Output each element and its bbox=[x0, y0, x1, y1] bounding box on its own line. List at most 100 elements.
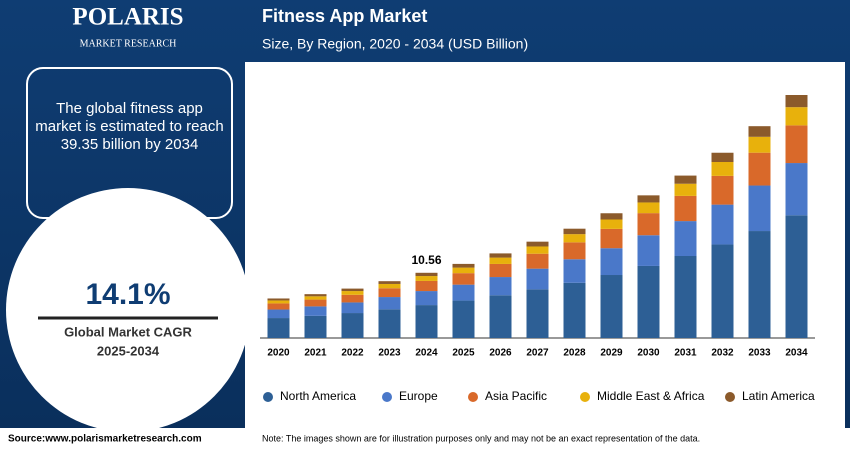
bar-segment bbox=[341, 288, 364, 292]
bar-segment bbox=[378, 297, 401, 310]
bar-segment bbox=[526, 241, 549, 247]
bar-segment bbox=[304, 294, 327, 297]
bar-segment bbox=[415, 291, 438, 306]
bar-segment bbox=[341, 291, 364, 295]
bar-segment bbox=[785, 95, 808, 108]
x-tick-label: 2031 bbox=[674, 348, 697, 359]
bar-segment bbox=[711, 244, 734, 338]
bar-segment bbox=[711, 162, 734, 176]
bar-segment bbox=[526, 246, 549, 254]
bar-segment bbox=[600, 228, 623, 249]
legend-marker bbox=[382, 392, 392, 402]
bar-segment bbox=[267, 303, 290, 310]
bar-segment bbox=[563, 282, 586, 338]
legend-marker bbox=[580, 392, 590, 402]
bar-segment bbox=[304, 315, 327, 338]
x-tick-label: 2025 bbox=[452, 348, 475, 359]
bar-segment bbox=[785, 215, 808, 338]
summary-wrap: The global fitness app market is estimat… bbox=[35, 100, 224, 153]
bar-segment bbox=[452, 273, 475, 285]
bar-segment bbox=[748, 185, 771, 232]
bar-segment bbox=[415, 272, 438, 277]
legend-label: North America bbox=[280, 389, 356, 403]
summary-text: The global fitness app market is estimat… bbox=[35, 100, 224, 153]
bar-segment bbox=[785, 107, 808, 126]
bar-segment bbox=[674, 195, 697, 222]
x-tick-label: 2021 bbox=[304, 348, 327, 359]
x-tick-label: 2026 bbox=[489, 348, 512, 359]
bar-segment bbox=[600, 248, 623, 276]
bar-segment bbox=[489, 253, 512, 258]
note: Note: The images shown are for illustrat… bbox=[262, 433, 700, 443]
chart-title: Fitness App Market bbox=[262, 6, 427, 26]
bar-segment bbox=[674, 183, 697, 196]
x-tick-label: 2032 bbox=[711, 348, 734, 359]
bar-segment bbox=[415, 305, 438, 338]
bar-segment bbox=[785, 163, 808, 216]
bar-segment bbox=[785, 125, 808, 164]
cagr-circle bbox=[6, 188, 245, 428]
bar-segment bbox=[600, 275, 623, 338]
bar-segment bbox=[267, 298, 290, 301]
bar-segment bbox=[637, 265, 660, 338]
cagr-value: 14.1% bbox=[85, 278, 170, 311]
legend-marker bbox=[468, 392, 478, 402]
annotation: 10.56 bbox=[411, 253, 441, 267]
x-tick-label: 2034 bbox=[785, 348, 808, 359]
bar-segment bbox=[378, 309, 401, 338]
bar-segment bbox=[415, 280, 438, 292]
bar-segment bbox=[452, 263, 475, 268]
bar-segment bbox=[748, 136, 771, 153]
bar-segment bbox=[378, 283, 401, 289]
bar-segment bbox=[267, 309, 290, 319]
bar-segment bbox=[452, 300, 475, 338]
bar-segment bbox=[637, 213, 660, 236]
summary-box bbox=[26, 67, 233, 219]
x-tick-label: 2029 bbox=[600, 348, 623, 359]
bar-segment bbox=[674, 221, 697, 256]
bar-segment bbox=[526, 268, 549, 290]
legend-marker bbox=[725, 392, 735, 402]
bar-segment bbox=[637, 202, 660, 214]
bar-segment bbox=[304, 306, 327, 316]
chart-subtitle: Size, By Region, 2020 - 2034 (USD Billio… bbox=[262, 36, 528, 52]
bar-segment bbox=[563, 259, 586, 283]
x-tick-label: 2030 bbox=[637, 348, 660, 359]
x-tick-label: 2024 bbox=[415, 348, 438, 359]
bar-segment bbox=[637, 195, 660, 203]
bar-segment bbox=[378, 288, 401, 298]
legend-marker bbox=[263, 392, 273, 402]
bar-segment bbox=[341, 294, 364, 303]
bar-segment bbox=[748, 126, 771, 137]
bar-segment bbox=[748, 152, 771, 186]
bar-segment bbox=[563, 234, 586, 243]
bar-segment bbox=[452, 284, 475, 301]
bar-segment bbox=[489, 277, 512, 296]
legend-label: Europe bbox=[399, 389, 438, 403]
bar-segment bbox=[563, 228, 586, 235]
bar-segment bbox=[600, 219, 623, 229]
bar-segment bbox=[489, 257, 512, 264]
legend-label: Asia Pacific bbox=[485, 389, 547, 403]
bar-segment bbox=[711, 204, 734, 245]
bar-segment bbox=[711, 175, 734, 205]
x-tick-label: 2023 bbox=[378, 348, 401, 359]
bar-segment bbox=[304, 299, 327, 307]
source: Source:www.polarismarketresearch.com bbox=[8, 434, 202, 445]
bar-segment bbox=[674, 255, 697, 338]
bar-segment bbox=[267, 318, 290, 338]
bar-segment bbox=[341, 313, 364, 338]
legend-label: Middle East & Africa bbox=[597, 389, 705, 403]
x-tick-label: 2022 bbox=[341, 348, 364, 359]
bar-segment bbox=[711, 152, 734, 163]
brand-name: POLARIS bbox=[72, 4, 183, 31]
bar-segment bbox=[526, 289, 549, 338]
bar-segment bbox=[489, 295, 512, 338]
bar-segment bbox=[674, 175, 697, 184]
bar-segment bbox=[415, 276, 438, 281]
brand-tagline: MARKET RESEARCH bbox=[80, 38, 177, 49]
x-tick-label: 2027 bbox=[526, 348, 549, 359]
bar-segment bbox=[637, 235, 660, 266]
bar-segment bbox=[600, 213, 623, 220]
